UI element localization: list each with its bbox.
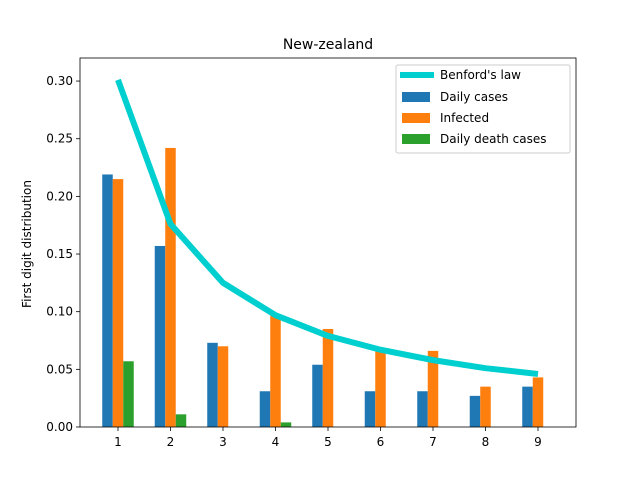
bar-daily-cases-1	[102, 174, 113, 427]
bar-daily-death-cases-1	[123, 361, 134, 427]
bar-daily-cases-5	[312, 364, 323, 427]
y-tick-label: 0.30	[46, 74, 73, 88]
legend-label: Infected	[440, 111, 489, 125]
bar-daily-cases-6	[364, 391, 376, 427]
bar-daily-cases-9	[522, 386, 533, 427]
bar-infected-9	[532, 377, 544, 427]
x-tick-label: 6	[377, 435, 385, 449]
bar-daily-cases-3	[207, 342, 218, 427]
y-tick-label: 0.25	[46, 132, 73, 146]
legend-swatch-daily-cases	[402, 92, 430, 102]
legend-swatch-daily-death-cases	[402, 134, 430, 144]
bar-infected-2	[165, 147, 176, 427]
bar-infected-5	[322, 328, 334, 427]
x-tick-label: 1	[114, 435, 122, 449]
y-axis-label: First digit distribution	[20, 180, 34, 308]
x-tick-label: 2	[167, 435, 175, 449]
bar-infected-3	[217, 346, 229, 427]
legend: Benford's law Daily cases Infected Daily de…	[395, 64, 571, 154]
legend-label: Benford's law	[440, 68, 521, 82]
bar-infected-6	[375, 348, 386, 427]
y-tick-label: 0.00	[46, 420, 73, 434]
x-tick-label: 7	[429, 435, 437, 449]
x-tick-label: 8	[482, 435, 490, 449]
legend-label: Daily death cases	[440, 132, 547, 146]
x-tick-label: 4	[272, 435, 280, 449]
legend-label: Daily cases	[440, 90, 508, 104]
axes: 0.00 0.05 0.10 0.15 0.20 0.25 0.30 1 2 3 4 5 6 7 8 9	[46, 57, 577, 449]
chart-title: New-zealand	[283, 37, 373, 53]
x-tick-label: 3	[219, 435, 227, 449]
bar-infected-4	[270, 313, 281, 427]
y-tick-label: 0.10	[46, 305, 73, 319]
bar-infected-1	[112, 179, 124, 427]
x-tick-label: 9	[534, 435, 542, 449]
bar-daily-cases-2	[154, 245, 166, 427]
legend-box	[395, 64, 571, 154]
x-tick-label: 5	[324, 435, 332, 449]
bar-daily-death-cases-2	[175, 414, 187, 427]
y-tick-label: 0.05	[46, 362, 73, 376]
y-tick-label: 0.15	[46, 247, 73, 261]
bar-daily-cases-4	[259, 391, 271, 427]
y-tick-label: 0.20	[46, 189, 73, 203]
bar-layer	[102, 147, 544, 427]
line-benfords-law	[115, 78, 539, 377]
bar-infected-8	[480, 386, 491, 427]
bar-infected-7	[427, 350, 439, 427]
bar-daily-cases-8	[469, 395, 481, 427]
line-layer	[115, 78, 539, 377]
legend-swatch-infected	[402, 113, 430, 123]
bar-daily-death-cases-4	[280, 422, 292, 427]
bar-daily-cases-7	[417, 391, 428, 427]
